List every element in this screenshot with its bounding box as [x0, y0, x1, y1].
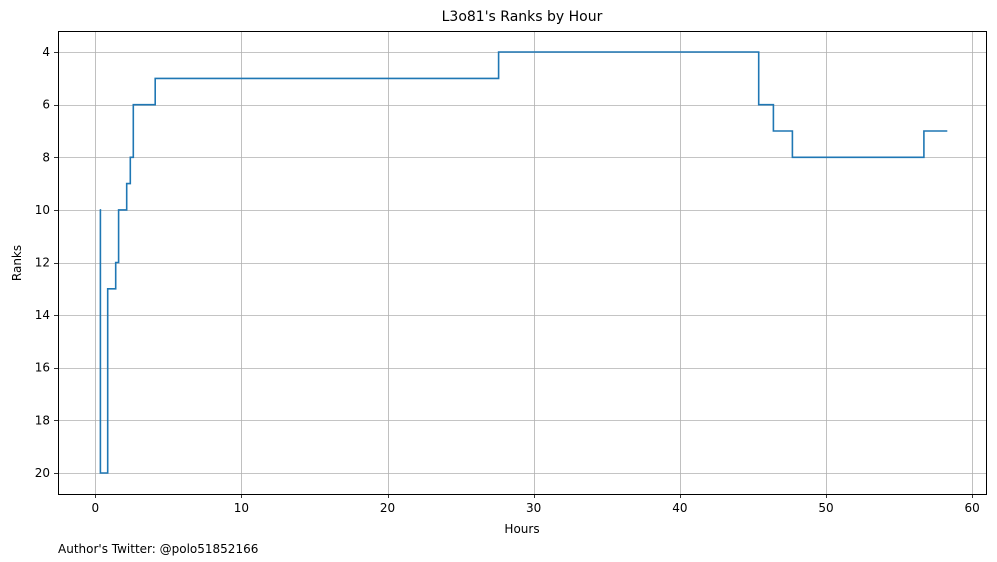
- plot-frame: [58, 31, 987, 495]
- axis-ticks: 0 10 20 30 40 50 60 4 6 8 10 12 14 16 18 20: [35, 45, 980, 515]
- chart-title: L3o81's Ranks by Hour: [442, 9, 603, 25]
- y-tick-label: 18: [35, 413, 50, 427]
- y-tick-label: 4: [42, 45, 50, 59]
- rank-step-line: [99, 51, 948, 474]
- y-tick-label: 12: [35, 256, 50, 270]
- y-axis-label: Ranks: [10, 245, 24, 281]
- y-tick-label: 6: [42, 98, 50, 112]
- x-tick-label: 40: [672, 501, 687, 515]
- y-tick-label: 16: [35, 361, 50, 375]
- series-layer: [99, 51, 948, 474]
- x-axis-label: Hours: [504, 522, 539, 536]
- x-tick-label: 60: [964, 501, 979, 515]
- y-tick-label: 14: [35, 308, 50, 322]
- grid-lines: [58, 31, 986, 494]
- y-tick-label: 10: [35, 203, 50, 217]
- y-tick-label: 8: [42, 150, 50, 164]
- x-tick-label: 30: [526, 501, 541, 515]
- author-credit: Author's Twitter: @polo51852166: [58, 542, 258, 556]
- x-tick-label: 0: [91, 501, 99, 515]
- x-tick-label: 20: [380, 501, 395, 515]
- x-tick-label: 10: [234, 501, 249, 515]
- y-tick-label: 20: [35, 466, 50, 480]
- x-tick-label: 50: [818, 501, 833, 515]
